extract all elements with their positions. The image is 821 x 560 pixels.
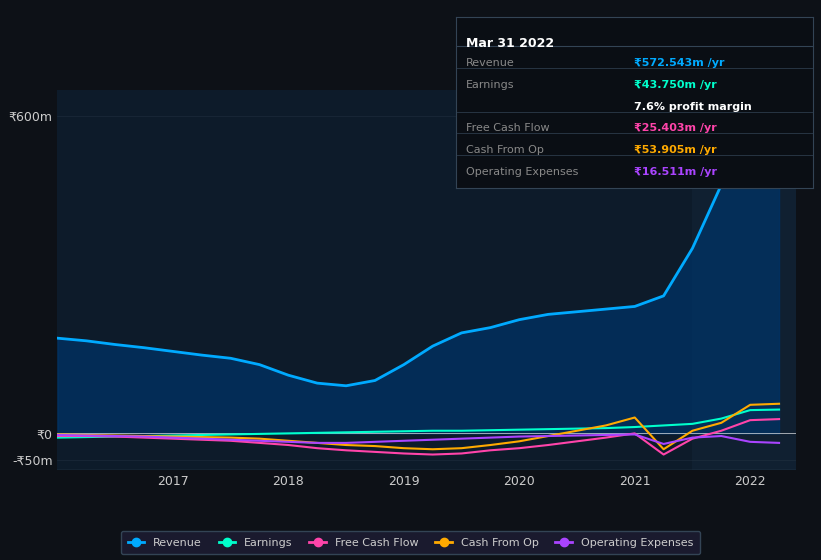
Text: Mar 31 2022: Mar 31 2022	[466, 38, 554, 50]
Text: ₹572.543m /yr: ₹572.543m /yr	[635, 58, 725, 68]
Text: 7.6% profit margin: 7.6% profit margin	[635, 102, 752, 112]
Text: ₹16.511m /yr: ₹16.511m /yr	[635, 167, 718, 177]
Text: Operating Expenses: Operating Expenses	[466, 167, 579, 177]
Text: ₹25.403m /yr: ₹25.403m /yr	[635, 123, 717, 133]
Text: Revenue: Revenue	[466, 58, 515, 68]
Bar	[692, 90, 796, 470]
Text: ₹53.905m /yr: ₹53.905m /yr	[635, 145, 717, 155]
Text: Cash From Op: Cash From Op	[466, 145, 544, 155]
Text: Earnings: Earnings	[466, 80, 515, 90]
Text: Free Cash Flow: Free Cash Flow	[466, 123, 550, 133]
Legend: Revenue, Earnings, Free Cash Flow, Cash From Op, Operating Expenses: Revenue, Earnings, Free Cash Flow, Cash …	[121, 531, 700, 554]
Text: ₹43.750m /yr: ₹43.750m /yr	[635, 80, 717, 90]
